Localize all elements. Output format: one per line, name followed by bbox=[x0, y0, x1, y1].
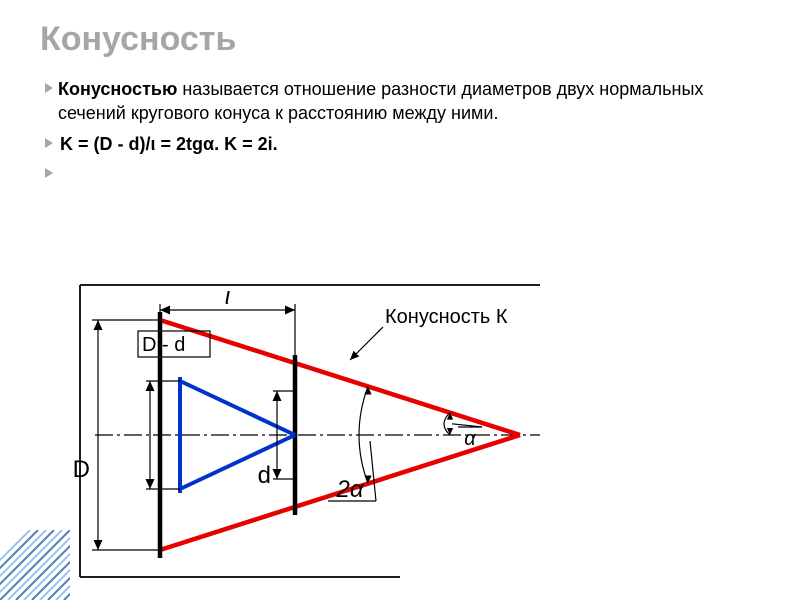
svg-text:ι: ι bbox=[225, 283, 230, 310]
formula-text: K = (D - d)/ι = 2tgα. K = 2i. bbox=[58, 132, 760, 156]
slide-title: Конусность bbox=[40, 20, 760, 59]
svg-text:Конусность К: Конусность К bbox=[385, 306, 508, 328]
bullet-marker-icon bbox=[40, 162, 58, 178]
bullet-list: Конусностью называется отношение разност… bbox=[40, 77, 760, 178]
svg-text:D: D bbox=[73, 456, 90, 483]
bullet-formula: K = (D - d)/ι = 2tgα. K = 2i. bbox=[40, 132, 760, 156]
svg-text:α: α bbox=[464, 428, 476, 450]
cone-diagram: D D - d d ι Конусность К 2α α bbox=[50, 265, 550, 590]
bullet-definition-text: Конусностью называется отношение разност… bbox=[58, 77, 760, 126]
bullet-marker-icon bbox=[40, 77, 58, 93]
svg-text:d: d bbox=[258, 462, 271, 489]
bullet-definition: Конусностью называется отношение разност… bbox=[40, 77, 760, 126]
svg-text:2α: 2α bbox=[335, 476, 364, 503]
svg-text:D - d: D - d bbox=[142, 334, 185, 356]
bullet-marker-icon bbox=[40, 132, 58, 148]
cone-svg: D D - d d ι Конусность К 2α α bbox=[50, 265, 550, 585]
definition-term: Конусностью bbox=[58, 79, 177, 99]
slide-root: Конусность Конусностью называется отноше… bbox=[0, 0, 800, 600]
bullet-empty bbox=[40, 162, 760, 178]
